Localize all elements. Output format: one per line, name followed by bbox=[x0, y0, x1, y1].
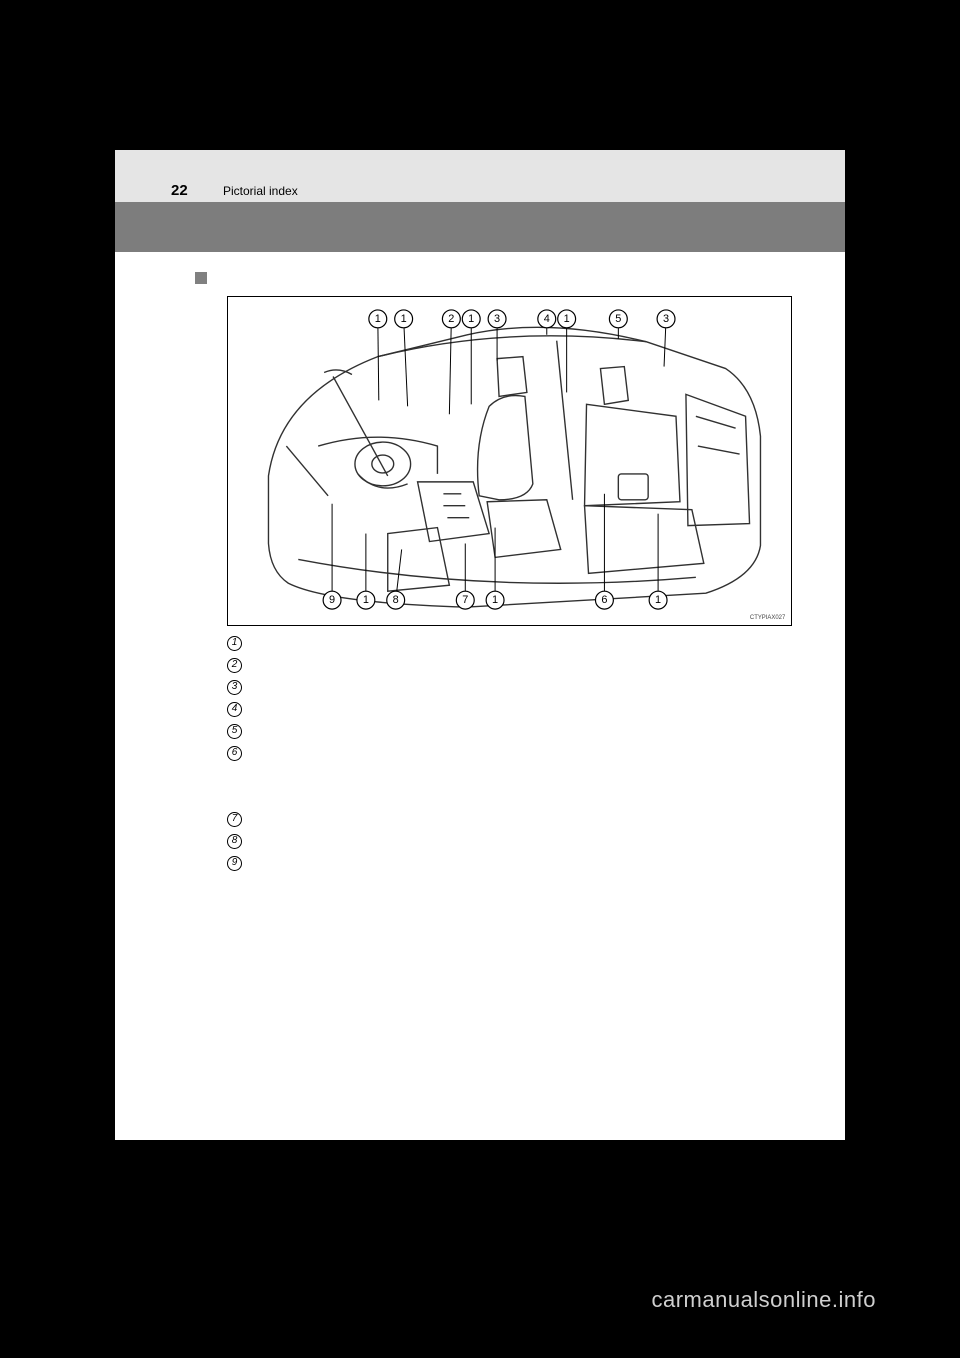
index-row: 3 Front seats bbox=[227, 676, 805, 698]
index-label: Inside lock buttons bbox=[248, 809, 352, 828]
index-row: 1 SRS airbags bbox=[227, 632, 805, 654]
page-header: 22 Pictorial index bbox=[115, 150, 845, 202]
index-label: Head restraints bbox=[248, 699, 333, 718]
subheading-label: Interior bbox=[215, 270, 263, 286]
index-number-icon: 1 bbox=[227, 636, 242, 651]
callout-line bbox=[378, 319, 379, 401]
callout-line bbox=[449, 319, 451, 414]
index-label: Console box bbox=[248, 743, 318, 762]
index-label: Auxiliary boxes bbox=[248, 787, 332, 806]
callout-number: 8 bbox=[393, 594, 399, 606]
diagram-code: CTYPIAX027 bbox=[750, 615, 786, 621]
index-row: 2 Floor mats bbox=[227, 654, 805, 676]
callout-line bbox=[404, 319, 408, 406]
callout-number: 6 bbox=[601, 594, 607, 606]
index-label: Cup holders bbox=[248, 831, 315, 850]
callout-number: 3 bbox=[663, 313, 669, 325]
index-label: Assist grips bbox=[248, 853, 312, 872]
index-row: 8 Cup holders bbox=[227, 830, 805, 852]
callout-number: 1 bbox=[401, 313, 407, 325]
index-number-icon: 4 bbox=[227, 702, 242, 717]
index-row: 9 Assist grips bbox=[227, 852, 805, 874]
callout-number: 1 bbox=[468, 313, 474, 325]
index-row: 4 Head restraints bbox=[227, 698, 805, 720]
interior-diagram-svg: CTYPIAX027 1 1 2 1 3 4 1 5 3 9 1 8 7 1 6 1 bbox=[228, 297, 791, 625]
watermark: carmanualsonline.info bbox=[651, 1287, 876, 1313]
callout-number: 5 bbox=[615, 313, 621, 325]
subheading-row: Interior bbox=[195, 270, 805, 286]
index-list: 1 SRS airbags 2 Floor mats 3 Front seats 4 Head… bbox=[227, 632, 805, 874]
index-number-icon: 5 bbox=[227, 724, 242, 739]
dark-band bbox=[115, 202, 845, 252]
interior-diagram: CTYPIAX027 1 1 2 1 3 4 1 5 3 9 1 8 7 1 6 1 bbox=[227, 296, 792, 626]
index-row: 6 Console box bbox=[227, 742, 805, 764]
callout-number: 1 bbox=[564, 313, 570, 325]
index-number-icon: 8 bbox=[227, 834, 242, 849]
index-number-icon: 7 bbox=[227, 812, 242, 827]
index-number-icon: 2 bbox=[227, 658, 242, 673]
manual-page: 22 Pictorial index Interior bbox=[115, 150, 845, 1140]
index-label: Cup holders bbox=[248, 765, 315, 784]
index-label: SRS airbags bbox=[248, 633, 318, 652]
page-number: 22 bbox=[171, 182, 188, 199]
subheading-bullet-icon bbox=[195, 272, 207, 284]
index-number-icon: 9 bbox=[227, 856, 242, 871]
index-row: Cup holders bbox=[248, 764, 805, 786]
callout-number: 1 bbox=[492, 594, 498, 606]
index-label: Floor mats bbox=[248, 655, 307, 674]
callout-number: 1 bbox=[655, 594, 661, 606]
callout-number: 9 bbox=[329, 594, 335, 606]
callout-number: 2 bbox=[448, 313, 454, 325]
callout-number: 1 bbox=[375, 313, 381, 325]
index-label: Seat belts bbox=[248, 721, 304, 740]
index-label: Front seats bbox=[248, 677, 311, 696]
index-row: 7 Inside lock buttons bbox=[227, 808, 805, 830]
index-row: 5 Seat belts bbox=[227, 720, 805, 742]
callout-number: 3 bbox=[494, 313, 500, 325]
callout-number: 7 bbox=[462, 594, 468, 606]
index-number-icon: 3 bbox=[227, 680, 242, 695]
callout-number: 4 bbox=[544, 313, 550, 325]
section-title: Pictorial index bbox=[223, 184, 298, 198]
page-content: Interior bbox=[115, 252, 845, 874]
index-row: Auxiliary boxes bbox=[248, 786, 805, 808]
page-wrapper: 22 Pictorial index Interior bbox=[0, 0, 960, 1358]
index-number-icon: 6 bbox=[227, 746, 242, 761]
callout-number: 1 bbox=[363, 594, 369, 606]
